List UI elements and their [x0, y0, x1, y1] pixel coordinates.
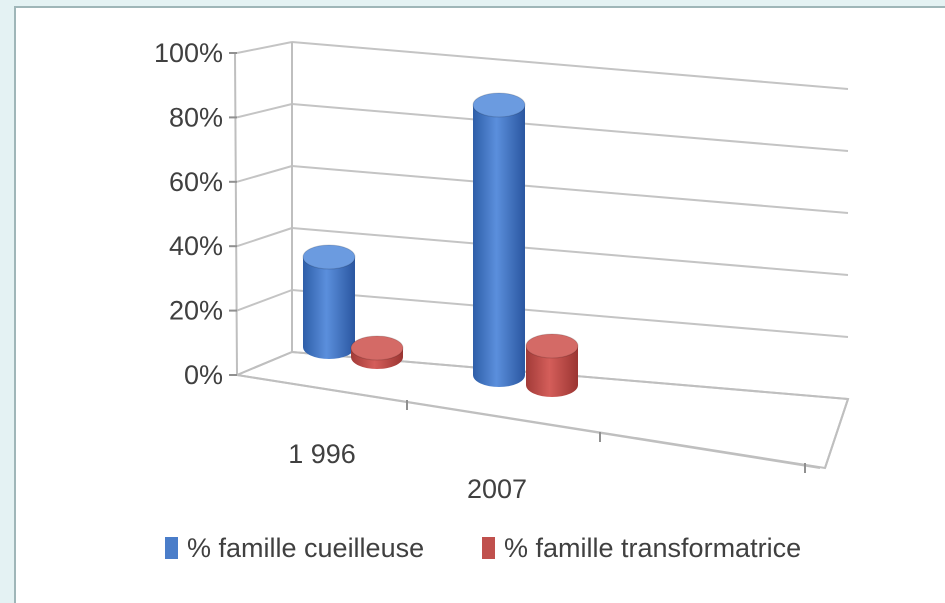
y-axis-ticks: 0% 20% 40% 60% 80% 100%: [154, 38, 237, 390]
gridline: [291, 103, 849, 152]
bar-cylinder: [302, 244, 356, 359]
category-label: 2007: [467, 474, 527, 504]
axes: [233, 42, 850, 473]
y-tick-label: 20%: [169, 296, 223, 326]
y-tick-label: 100%: [154, 38, 223, 68]
y-tick-label: 40%: [169, 231, 223, 261]
bar-body: [526, 346, 578, 397]
gridline: [291, 41, 849, 90]
gridline: [291, 227, 849, 276]
x-axis-line: [236, 374, 821, 469]
legend-label: % famille transformatrice: [504, 533, 801, 563]
bar-cylinder: [525, 333, 579, 397]
bar-top: [350, 335, 404, 361]
bars: [302, 92, 579, 397]
y-tick-label: 60%: [169, 167, 223, 197]
bar-top: [302, 244, 356, 270]
bar-body: [473, 105, 525, 387]
gridline: [291, 165, 849, 214]
y-tick-label: 0%: [184, 360, 223, 390]
legend-swatch: [482, 537, 495, 559]
bar-cylinder: [472, 92, 526, 387]
legend: % famille cueilleuse % famille transforma…: [165, 533, 801, 563]
bar-top: [525, 333, 579, 359]
gridline-left-wall: [236, 103, 293, 119]
gridline-left-wall: [236, 289, 293, 312]
legend-swatch: [165, 537, 178, 559]
bar-top: [472, 92, 526, 118]
x-axis-categories: 1 996 2007: [288, 439, 527, 504]
gridline-left-wall: [236, 165, 293, 183]
y-axis-line: [234, 52, 238, 376]
gridline-left-wall: [236, 227, 293, 248]
floor-right-edge: [824, 398, 849, 469]
legend-label: % famille cueilleuse: [187, 533, 424, 563]
y-tick-label: 80%: [169, 102, 223, 132]
gridline-left-wall: [236, 41, 293, 54]
category-label: 1 996: [288, 439, 356, 469]
bar-body: [303, 257, 355, 359]
gridline: [291, 289, 849, 338]
bar-cylinder: [350, 335, 404, 369]
